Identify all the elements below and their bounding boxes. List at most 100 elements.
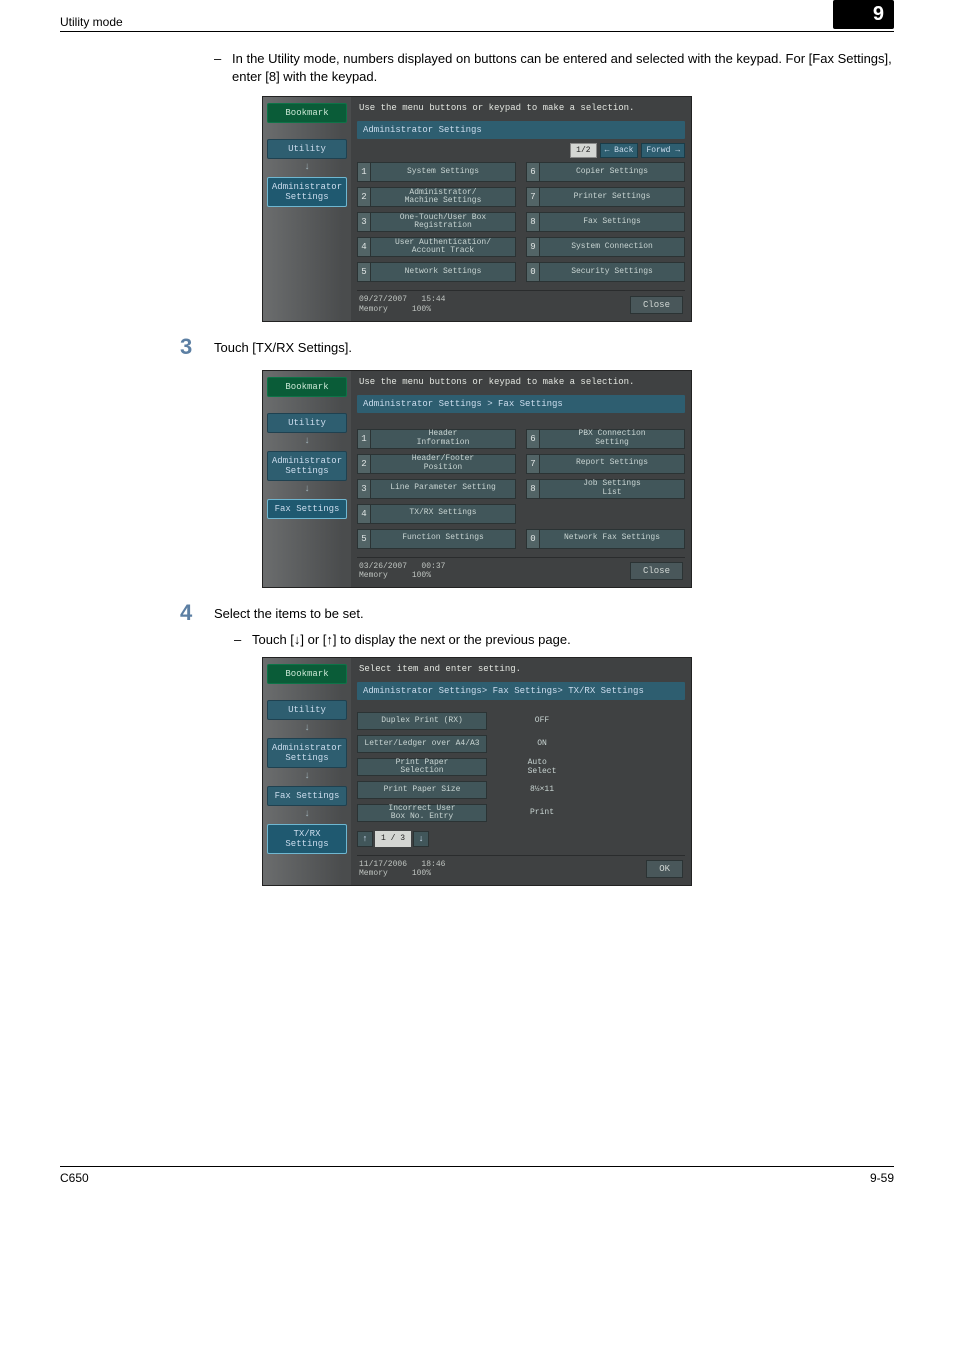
section-title: Utility mode	[60, 15, 123, 29]
menu-item-number: 0	[526, 529, 540, 549]
breadcrumb-admin-settings[interactable]: Administrator Settings	[267, 738, 347, 768]
menu-item-label: Function Settings	[371, 529, 516, 549]
page-indicator: 1/2	[570, 143, 596, 158]
menu-item[interactable]: 1System Settings	[357, 162, 516, 182]
setting-value: Auto Select	[507, 758, 577, 776]
menu-item[interactable]: 6PBX Connection Setting	[526, 429, 685, 449]
fax-settings-screen: Bookmark Utility ↓ Administrator Setting…	[262, 370, 692, 588]
breadcrumb-utility[interactable]: Utility	[267, 139, 347, 159]
back-button[interactable]: ← Back	[600, 143, 639, 158]
menu-item-number: 2	[357, 187, 371, 207]
menu-item-label: Job Settings List	[540, 479, 685, 499]
menu-item-number: 1	[357, 162, 371, 182]
menu-item[interactable]: 5Function Settings	[357, 529, 516, 549]
setting-value: 8½×11	[507, 781, 577, 799]
menu-item[interactable]: 0Network Fax Settings	[526, 529, 685, 549]
menu-item-number: 6	[526, 429, 540, 449]
page-down-button[interactable]: ↓	[413, 831, 429, 847]
menu-item-label: Administrator/ Machine Settings	[371, 187, 516, 207]
breadcrumb-arrow-icon: ↓	[267, 487, 347, 493]
status-info: 11/17/2006 18:46 Memory 100%	[359, 860, 445, 879]
breadcrumb-admin-settings[interactable]: Administrator Settings	[267, 451, 347, 481]
menu-item-label: Header Information	[371, 429, 516, 449]
bookmark-tab[interactable]: Bookmark	[267, 103, 347, 123]
breadcrumb-utility[interactable]: Utility	[267, 700, 347, 720]
menu-item-number: 3	[357, 479, 371, 499]
breadcrumb-txrx-settings[interactable]: TX/RX Settings	[267, 824, 347, 854]
breadcrumb-admin-settings[interactable]: Administrator Settings	[267, 177, 347, 207]
close-button[interactable]: Close	[630, 562, 683, 580]
bookmark-tab[interactable]: Bookmark	[267, 664, 347, 684]
page-up-button[interactable]: ↑	[357, 831, 373, 847]
step-4-subtext: Touch [↓] or [↑] to display the next or …	[252, 632, 571, 647]
instruction-text: Use the menu buttons or keypad to make a…	[357, 375, 685, 395]
menu-item-number: 9	[526, 237, 540, 257]
menu-item[interactable]: 4TX/RX Settings	[357, 504, 516, 524]
menu-item-label: System Connection	[540, 237, 685, 257]
breadcrumb-utility[interactable]: Utility	[267, 413, 347, 433]
instruction-text: Select item and enter setting.	[357, 662, 685, 682]
menu-item[interactable]: 2Administrator/ Machine Settings	[357, 187, 516, 207]
menu-item-number: 6	[526, 162, 540, 182]
menu-item-number: 4	[357, 237, 371, 257]
menu-item-number: 3	[357, 212, 371, 232]
menu-item[interactable]: 6Copier Settings	[526, 162, 685, 182]
menu-item[interactable]: 0Security Settings	[526, 262, 685, 282]
breadcrumb-arrow-icon: ↓	[267, 726, 347, 732]
menu-item-label: Printer Settings	[540, 187, 685, 207]
breadcrumb-arrow-icon: ↓	[267, 165, 347, 171]
menu-item-label: System Settings	[371, 162, 516, 182]
step-number-3: 3	[180, 334, 214, 360]
menu-item[interactable]: 8Fax Settings	[526, 212, 685, 232]
panel-title: Administrator Settings	[357, 121, 685, 139]
breadcrumb-fax-settings[interactable]: Fax Settings	[267, 786, 347, 806]
bookmark-tab[interactable]: Bookmark	[267, 377, 347, 397]
menu-item-label: Network Settings	[371, 262, 516, 282]
breadcrumb-fax-settings[interactable]: Fax Settings	[267, 499, 347, 519]
menu-item-number: 2	[357, 454, 371, 474]
menu-item[interactable]: 4User Authentication/ Account Track	[357, 237, 516, 257]
menu-item-label: Copier Settings	[540, 162, 685, 182]
status-info: 09/27/2007 15:44 Memory 100%	[359, 295, 445, 314]
menu-item[interactable]: 3Line Parameter Setting	[357, 479, 516, 499]
menu-item-label: One-Touch/User Box Registration	[371, 212, 516, 232]
intro-note: In the Utility mode, numbers displayed o…	[232, 50, 894, 86]
menu-item-label: Network Fax Settings	[540, 529, 685, 549]
chapter-number: 9	[833, 0, 894, 29]
setting-label: Incorrect User Box No. Entry	[357, 804, 487, 822]
close-button[interactable]: Close	[630, 296, 683, 314]
admin-settings-screen: Bookmark Utility ↓ Administrator Setting…	[262, 96, 692, 321]
instruction-text: Use the menu buttons or keypad to make a…	[357, 101, 685, 121]
ok-button[interactable]: OK	[646, 860, 683, 878]
setting-row[interactable]: Duplex Print (RX) OFF	[357, 712, 685, 730]
footer-page: 9-59	[870, 1171, 894, 1185]
menu-item[interactable]: 7Report Settings	[526, 454, 685, 474]
menu-item[interactable]: 7Printer Settings	[526, 187, 685, 207]
txrx-settings-screen: Bookmark Utility ↓ Administrator Setting…	[262, 657, 692, 886]
status-info: 03/26/2007 00:37 Memory 100%	[359, 562, 445, 581]
setting-value: OFF	[507, 712, 577, 730]
setting-label: Print Paper Size	[357, 781, 487, 799]
forward-button[interactable]: Forwd →	[641, 143, 685, 158]
breadcrumb-arrow-icon: ↓	[267, 439, 347, 445]
setting-row[interactable]: Letter/Ledger over A4/A3 ON	[357, 735, 685, 753]
menu-item[interactable]: 8Job Settings List	[526, 479, 685, 499]
menu-item[interactable]: 9System Connection	[526, 237, 685, 257]
menu-item-label: Fax Settings	[540, 212, 685, 232]
panel-title: Administrator Settings> Fax Settings> TX…	[357, 682, 685, 700]
setting-row[interactable]: Print Paper SelectionAuto Select	[357, 758, 685, 776]
menu-item-label: Report Settings	[540, 454, 685, 474]
menu-item-number: 0	[526, 262, 540, 282]
panel-title: Administrator Settings > Fax Settings	[357, 395, 685, 413]
menu-item[interactable]: 2Header/Footer Position	[357, 454, 516, 474]
menu-item[interactable]: 3One-Touch/User Box Registration	[357, 212, 516, 232]
menu-item[interactable]: 1Header Information	[357, 429, 516, 449]
setting-label: Letter/Ledger over A4/A3	[357, 735, 487, 753]
setting-row[interactable]: Print Paper Size 8½×11	[357, 781, 685, 799]
menu-item[interactable]: 5Network Settings	[357, 262, 516, 282]
setting-value: ON	[507, 735, 577, 753]
menu-item-label: PBX Connection Setting	[540, 429, 685, 449]
menu-item-number: 8	[526, 212, 540, 232]
setting-row[interactable]: Incorrect User Box No. EntryPrint	[357, 804, 685, 822]
setting-label: Duplex Print (RX)	[357, 712, 487, 730]
